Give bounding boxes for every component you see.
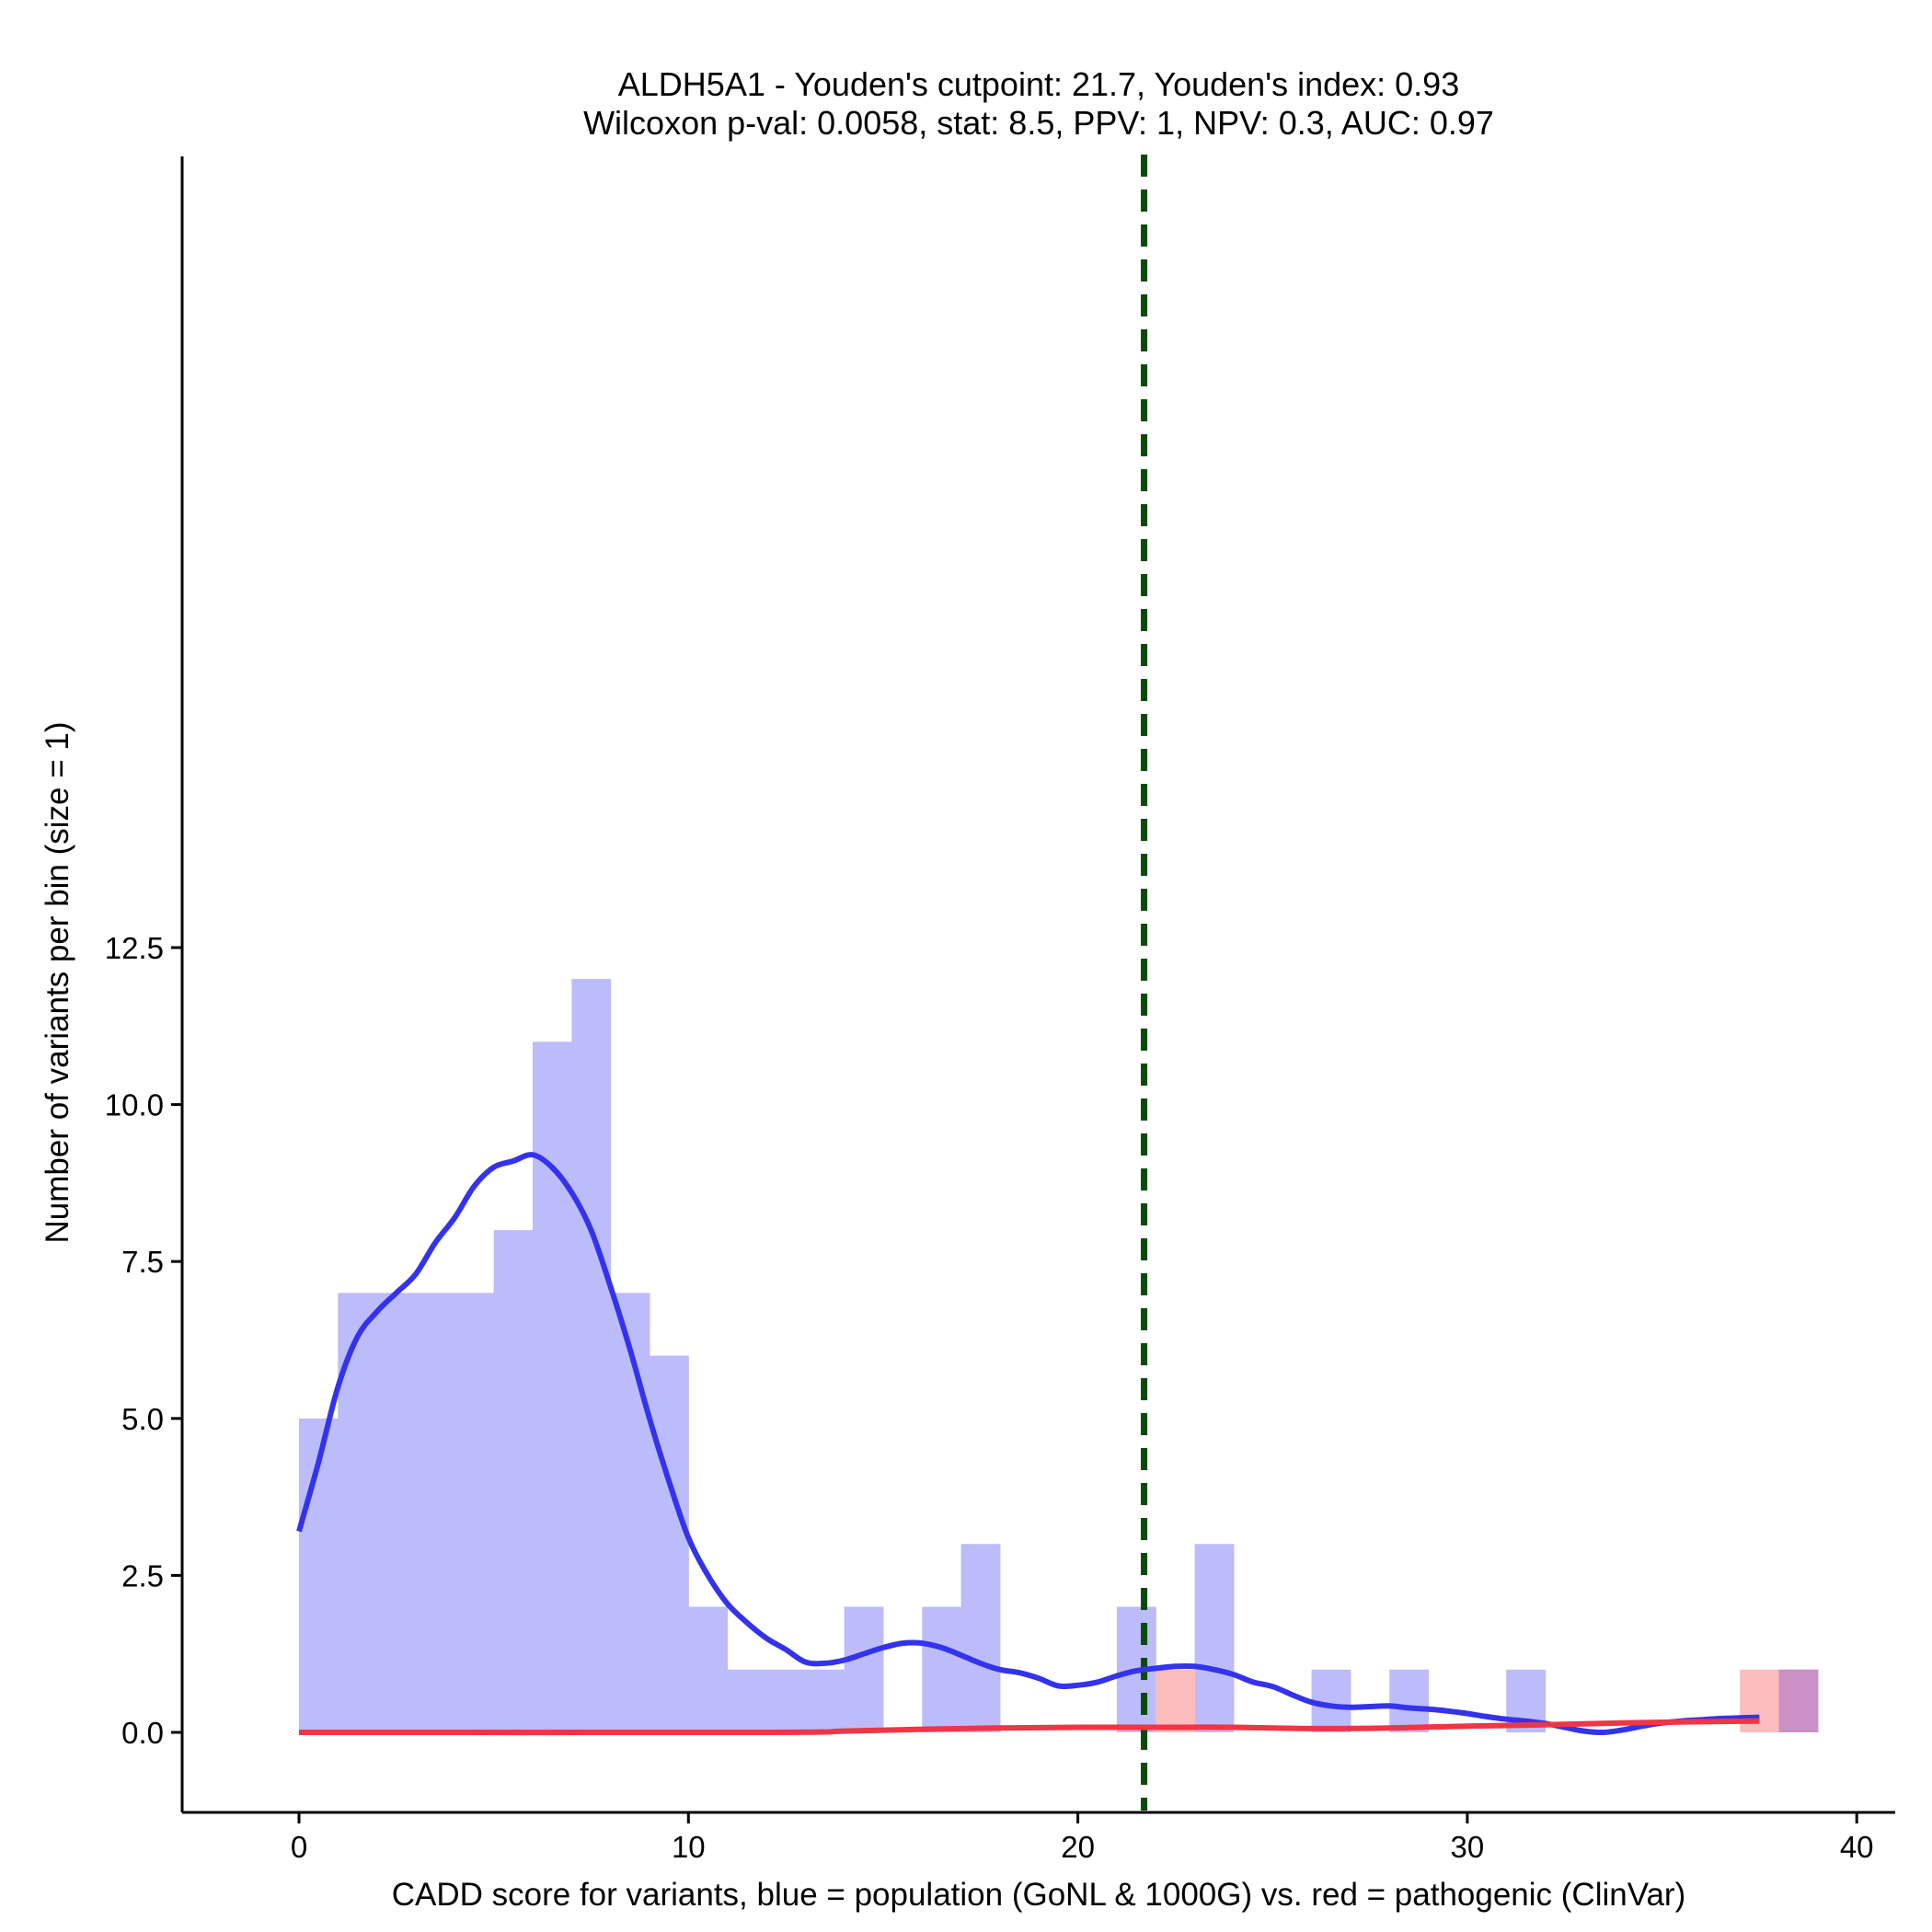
y-axis-title: Number of variants per bin (size = 1) — [40, 721, 75, 1243]
population-bar — [454, 1293, 495, 1732]
population-bar — [1389, 1669, 1430, 1732]
population-density-line — [296, 1152, 1760, 1736]
y-tick-label: 0.0 — [121, 1716, 164, 1750]
pathogenic-bar — [1156, 1669, 1196, 1732]
population-bar — [805, 1669, 845, 1732]
population-bar — [338, 1293, 378, 1732]
population-bar — [1194, 1544, 1235, 1732]
x-axis-title: CADD score for variants, blue = populati… — [392, 1877, 1686, 1913]
population-bar — [493, 1230, 534, 1732]
x-tick-label: 30 — [1451, 1830, 1485, 1864]
population-bars — [299, 979, 1819, 1732]
chart-subtitle: Wilcoxon p-val: 0.0058, stat: 8.5, PPV: … — [583, 104, 1494, 142]
population-bar — [727, 1669, 767, 1732]
population-bar — [571, 979, 612, 1732]
x-tick-label: 0 — [291, 1830, 307, 1864]
y-tick-label: 2.5 — [121, 1558, 164, 1593]
population-bar — [922, 1606, 962, 1732]
x-axis-ticks: 0 10 20 30 40 — [291, 1812, 1874, 1864]
population-bar — [844, 1606, 884, 1732]
population-bar — [649, 1355, 689, 1732]
population-bar — [1311, 1669, 1351, 1732]
chart-title: ALDH5A1 - Youden's cutpoint: 21.7, Youde… — [618, 65, 1459, 103]
y-tick-label: 5.0 — [121, 1402, 164, 1436]
population-bar — [610, 1293, 650, 1732]
population-bar — [415, 1293, 455, 1732]
population-bar — [765, 1669, 806, 1732]
x-tick-label: 10 — [672, 1830, 706, 1864]
population-bar — [376, 1293, 417, 1732]
x-tick-label: 20 — [1061, 1830, 1095, 1864]
pathogenic-bar — [1778, 1669, 1819, 1732]
y-tick-label: 12.5 — [105, 931, 164, 965]
population-bar — [532, 1041, 572, 1732]
y-tick-label: 7.5 — [121, 1245, 164, 1279]
y-tick-label: 10.0 — [105, 1088, 164, 1122]
pathogenic-density-line — [298, 1718, 1760, 1736]
y-axis-ticks: 0.0 2.5 5.0 7.5 10.0 12.5 — [105, 931, 182, 1750]
population-bar — [688, 1606, 729, 1732]
x-tick-label: 40 — [1840, 1830, 1874, 1864]
population-bar — [960, 1544, 1001, 1732]
